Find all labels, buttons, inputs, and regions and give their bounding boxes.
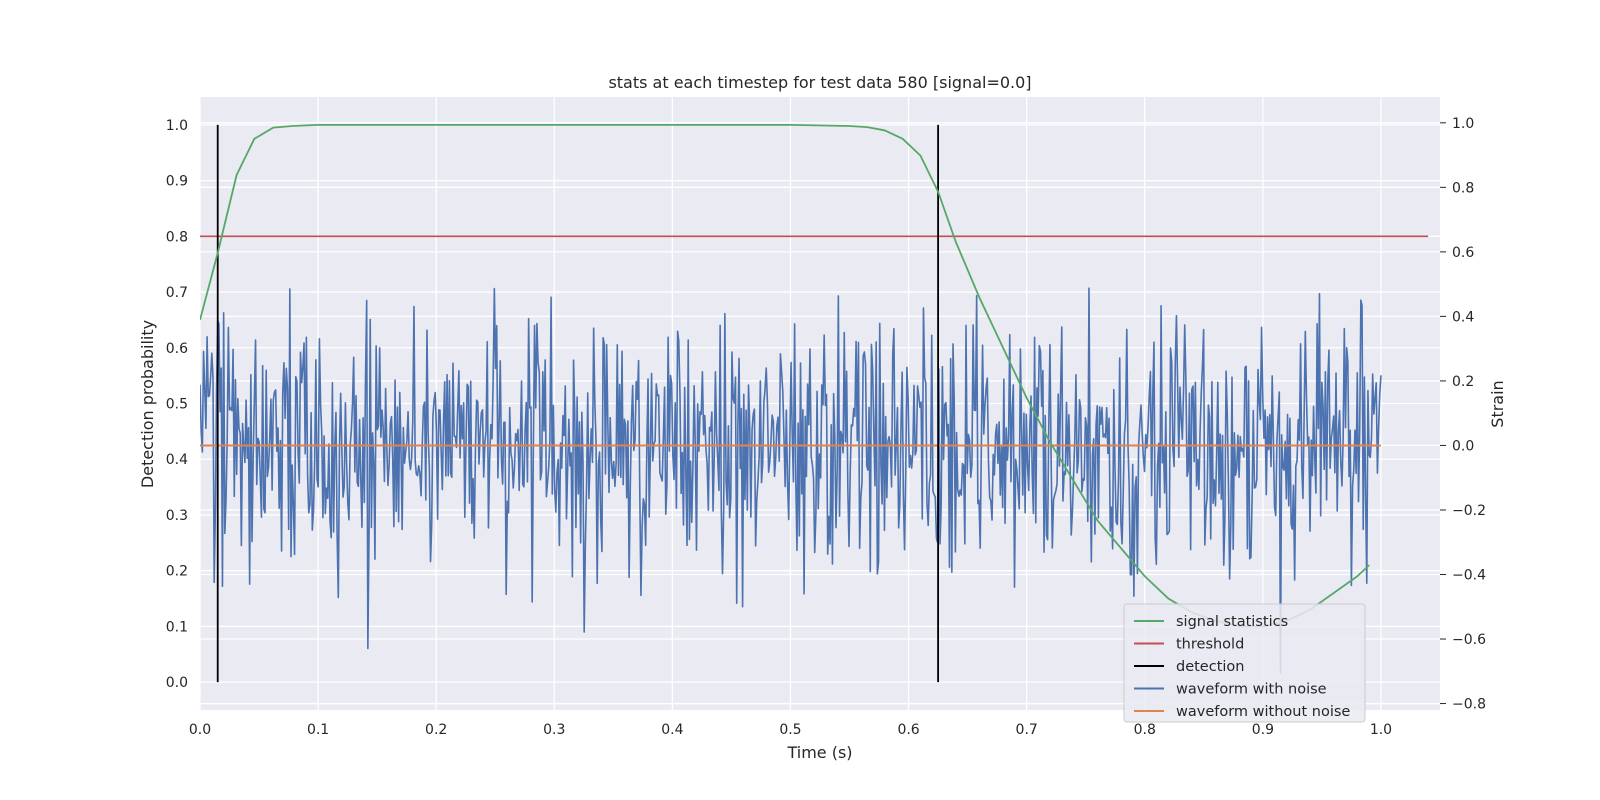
x-tick-label: 0.9: [1252, 722, 1274, 738]
x-tick-label: 0.5: [779, 722, 801, 738]
legend-label: waveform with noise: [1176, 682, 1327, 698]
x-tick-label: 0.8: [1134, 722, 1156, 738]
right-y-tick-label: 0.4: [1452, 309, 1474, 325]
left-y-tick-label: 0.2: [166, 564, 188, 580]
x-tick-labels: 0.0 0.1 0.2 0.3 0.4 0.5 0.6 0.7 0.8 0.9 1.0: [189, 722, 1392, 738]
chart-title: stats at each timestep for test data 580…: [608, 73, 1031, 92]
left-y-tick-label: 0.4: [166, 452, 188, 468]
legend-label: waveform without noise: [1176, 704, 1350, 720]
x-tick-label: 0.1: [307, 722, 329, 738]
left-y-axis-label: Detection probability: [138, 320, 157, 488]
left-y-tick-label: 0.0: [166, 675, 188, 691]
left-y-tick-label: 0.7: [166, 285, 188, 301]
right-y-tick-label: 0.6: [1452, 245, 1474, 261]
right-y-tick-label: 0.2: [1452, 374, 1474, 390]
right-y-tick-label: 0.8: [1452, 180, 1474, 196]
left-y-tick-label: 1.0: [166, 118, 188, 134]
legend-label: threshold: [1176, 637, 1244, 653]
x-tick-label: 0.6: [897, 722, 919, 738]
left-y-tick-label: 0.1: [166, 619, 188, 635]
left-y-tick-labels: 0.0 0.1 0.2 0.3 0.4 0.5 0.6 0.7 0.8 0.9 1.0: [166, 118, 188, 691]
x-tick-label: 0.0: [189, 722, 211, 738]
right-y-tick-label: −0.4: [1452, 567, 1486, 583]
left-y-tick-label: 0.6: [166, 341, 188, 357]
right-y-tick-label: 1.0: [1452, 116, 1474, 132]
x-tick-label: 0.7: [1016, 722, 1038, 738]
legend-items: signal statistics threshold detection wavef…: [1134, 614, 1350, 720]
legend-label: detection: [1176, 659, 1244, 675]
x-tick-label: 0.3: [543, 722, 565, 738]
left-y-tick-label: 0.9: [166, 174, 188, 190]
left-y-tick-label: 0.5: [166, 397, 188, 413]
x-tick-label: 1.0: [1370, 722, 1392, 738]
right-y-tick-label: 0.0: [1452, 438, 1474, 454]
right-y-tick-label: −0.8: [1452, 697, 1486, 713]
right-y-axis-label: Strain: [1488, 380, 1507, 427]
legend-label: signal statistics: [1176, 614, 1288, 630]
right-y-tick-label: −0.6: [1452, 632, 1486, 648]
waveform-with-noise-line: [200, 287, 1382, 674]
right-y-tick-label: −0.2: [1452, 503, 1486, 519]
left-y-tick-label: 0.3: [166, 508, 188, 524]
x-tick-label: 0.2: [425, 722, 447, 738]
legend-box: [1123, 603, 1366, 723]
legend: signal statistics threshold detection wavef…: [1123, 603, 1366, 723]
x-axis-label: Time (s): [786, 743, 852, 762]
left-y-tick-label: 0.8: [166, 229, 188, 245]
right-y-tick-labels: −0.8 −0.6 −0.4 −0.2 0.0 0.2 0.4 0.6 0.8 1.0: [1440, 116, 1486, 713]
x-tick-label: 0.4: [661, 722, 683, 738]
